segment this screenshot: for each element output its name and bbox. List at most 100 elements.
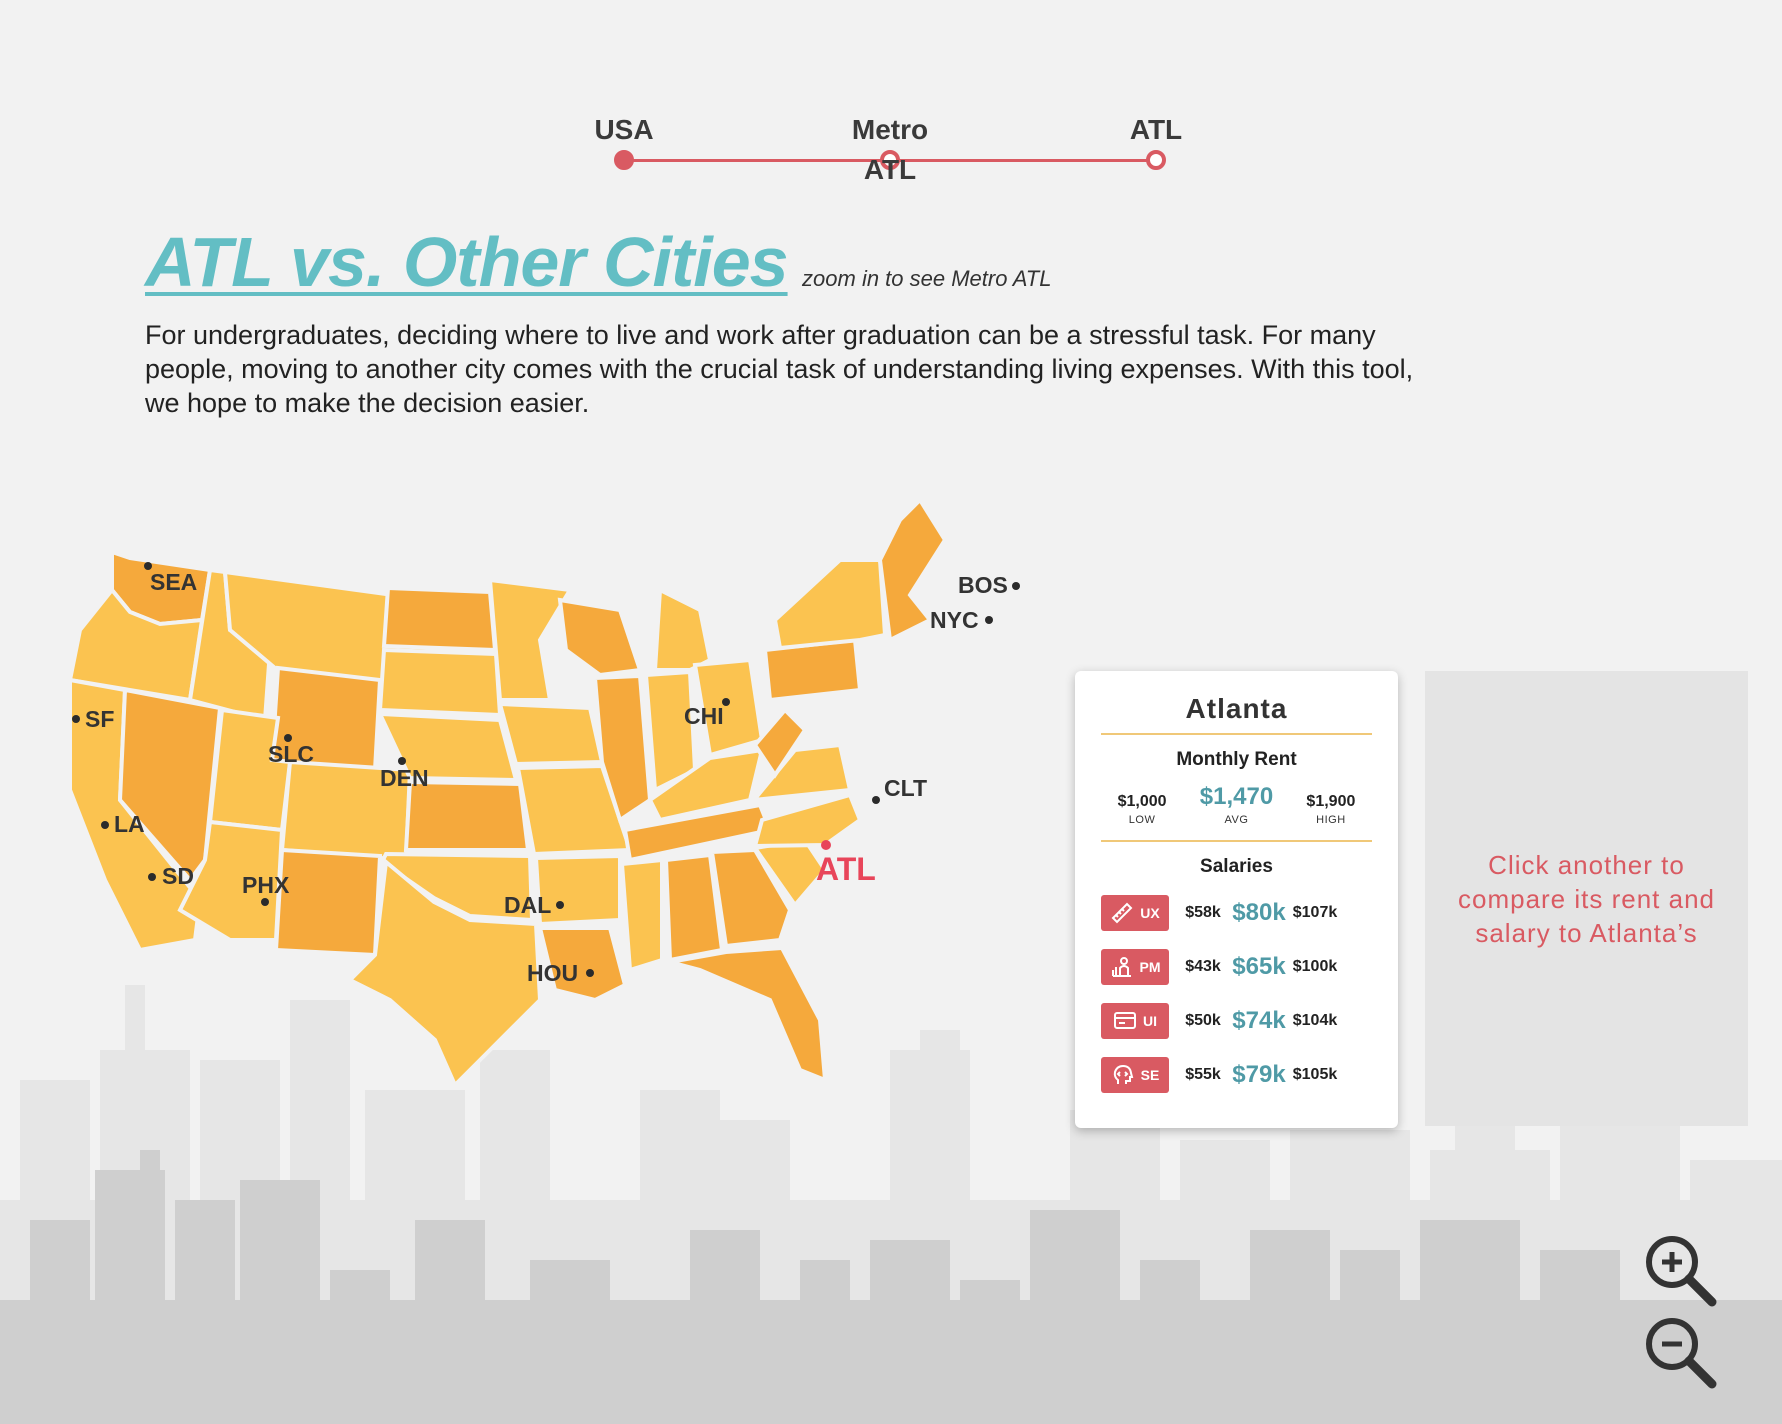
page-title[interactable]: ATL vs. Other Cities	[145, 223, 789, 301]
city-atl[interactable]: ATL	[816, 840, 876, 887]
city-sf[interactable]: SF	[72, 706, 114, 732]
breadcrumb-dot-usa[interactable]	[614, 150, 634, 170]
breadcrumb-dot-metro-atl[interactable]	[880, 150, 900, 170]
city-bos[interactable]: BOS	[958, 572, 1020, 598]
city-label-clt: CLT	[884, 775, 927, 801]
salary-badge-ui[interactable]: UI	[1101, 1003, 1169, 1039]
city-phx[interactable]: PHX	[242, 872, 290, 906]
state-minnesota[interactable]	[487, 577, 574, 702]
state-south-dakota[interactable]	[377, 647, 503, 718]
state-florida[interactable]	[669, 945, 828, 1084]
ruler-pencil-icon	[1111, 902, 1133, 924]
salary-avg-pm: $65k	[1232, 953, 1286, 980]
rent-high-value: $1,900	[1306, 793, 1356, 810]
breadcrumb-stop-atl[interactable]: ATL	[1096, 110, 1216, 170]
salary-high-se: $105k	[1292, 1066, 1338, 1083]
state-utah[interactable]	[207, 707, 293, 833]
zoom-in-icon	[1646, 1236, 1717, 1307]
city-label-slc: SLC	[268, 741, 314, 767]
state-mississippi[interactable]	[619, 857, 664, 973]
city-label-hou: HOU	[527, 960, 578, 986]
state-texas[interactable]	[346, 858, 543, 1089]
state-kansas[interactable]	[403, 779, 531, 852]
states	[67, 496, 948, 1089]
rent-low-caption: LOW	[1128, 814, 1156, 826]
state-louisiana[interactable]	[537, 926, 628, 1003]
rent-high-caption: HIGH	[1316, 814, 1346, 826]
breadcrumb-label-metro-atl: Metro ATL	[851, 114, 929, 185]
rent-avg: $1,470 AVG	[1200, 783, 1273, 826]
salary-high-pm: $100k	[1292, 958, 1338, 975]
city-sea[interactable]: SEA	[144, 562, 197, 595]
state-wisconsin[interactable]	[557, 597, 643, 678]
city-label-atl: ATL	[816, 851, 876, 887]
city-markers: SEA SF LA SD SLC PHX DEN DAL HOU CHI BOS…	[72, 562, 1020, 986]
title-row: ATL vs. Other Cities zoom in to see Metr…	[145, 222, 1051, 302]
breadcrumb-stop-metro-atl[interactable]: Metro ATL	[830, 110, 950, 185]
state-west-virginia[interactable]	[752, 707, 808, 779]
city-clt[interactable]: CLT	[872, 775, 927, 804]
state-alabama[interactable]	[663, 852, 725, 963]
compare-instruction: Click another to compare its rent and sa…	[1457, 849, 1715, 948]
salary-high-ux: $107k	[1292, 904, 1338, 921]
city-label-den: DEN	[380, 765, 429, 791]
city-den[interactable]: DEN	[380, 757, 429, 791]
city-label-sea: SEA	[150, 569, 197, 595]
state-new-mexico[interactable]	[273, 847, 383, 958]
state-nebraska[interactable]	[376, 711, 519, 783]
salary-avg-ux: $80k	[1232, 899, 1286, 926]
state-kentucky[interactable]	[647, 747, 765, 823]
zoom-out-button[interactable]	[1640, 1312, 1720, 1392]
salary-role-pm: PM	[1139, 959, 1161, 975]
city-sd[interactable]: SD	[148, 863, 194, 889]
intro-paragraph: For undergraduates, deciding where to li…	[145, 320, 1414, 418]
state-oklahoma[interactable]	[379, 851, 535, 923]
chart-person-icon	[1111, 957, 1131, 977]
breadcrumb-stop-usa[interactable]: USA	[564, 110, 684, 170]
rent-low-value: $1,000	[1117, 793, 1167, 810]
salaries-section-title: Salaries	[1200, 856, 1273, 877]
salary-high-ui: $104k	[1292, 1012, 1338, 1029]
state-north-dakota[interactable]	[381, 585, 498, 653]
salary-low-pm: $43k	[1185, 958, 1221, 975]
card-city-name: Atlanta	[1101, 693, 1372, 735]
zoom-in-button[interactable]	[1640, 1230, 1720, 1310]
code-head-icon	[1113, 1064, 1133, 1084]
city-la[interactable]: LA	[101, 811, 145, 837]
state-georgia[interactable]	[709, 847, 793, 949]
city-label-chi: CHI	[684, 703, 724, 729]
salary-avg-ui: $74k	[1232, 1007, 1286, 1034]
salary-row-pm: PM $43k $65k $100k	[1101, 948, 1372, 986]
city-label-la: LA	[114, 811, 145, 837]
screen-icon	[1114, 1012, 1136, 1029]
state-illinois[interactable]	[592, 673, 653, 824]
breadcrumb-label-atl: ATL	[1129, 114, 1183, 145]
city-label-phx: PHX	[242, 872, 290, 898]
salary-badge-pm[interactable]: PM	[1101, 949, 1169, 985]
city-nyc[interactable]: NYC	[930, 607, 993, 633]
salary-badge-ux[interactable]: UX	[1101, 895, 1169, 931]
salary-badge-se[interactable]: SE	[1101, 1057, 1169, 1093]
city-info-card: Atlanta Monthly Rent $1,000 LOW $1,470 A…	[1075, 671, 1398, 1128]
city-chi[interactable]: CHI	[684, 698, 730, 729]
breadcrumb-label-usa: USA	[594, 114, 654, 145]
state-new-england[interactable]	[877, 496, 948, 644]
rent-high: $1,900 HIGH	[1306, 793, 1355, 826]
state-north-carolina[interactable]	[752, 792, 863, 849]
breadcrumb-dot-atl[interactable]	[1146, 150, 1166, 170]
compare-placeholder: Click another to compare its rent and sa…	[1425, 671, 1748, 1126]
zoom-out-icon	[1646, 1318, 1717, 1389]
city-slc[interactable]: SLC	[268, 734, 314, 767]
salary-row-ui: UI $50k $74k $104k	[1101, 1002, 1372, 1040]
state-iowa[interactable]	[497, 701, 605, 767]
state-michigan[interactable]	[652, 586, 713, 672]
salary-low-ui: $50k	[1185, 1012, 1221, 1029]
salary-row-se: SE $55k $79k $105k	[1101, 1056, 1372, 1094]
salary-low-ux: $58k	[1185, 904, 1221, 921]
breadcrumb: USA Metro ATL ATL	[594, 110, 1182, 185]
state-new-york[interactable]	[772, 558, 888, 651]
city-hou[interactable]: HOU	[527, 960, 594, 986]
city-dal[interactable]: DAL	[504, 892, 564, 918]
page-subtitle: zoom in to see Metro ATL	[802, 266, 1052, 291]
